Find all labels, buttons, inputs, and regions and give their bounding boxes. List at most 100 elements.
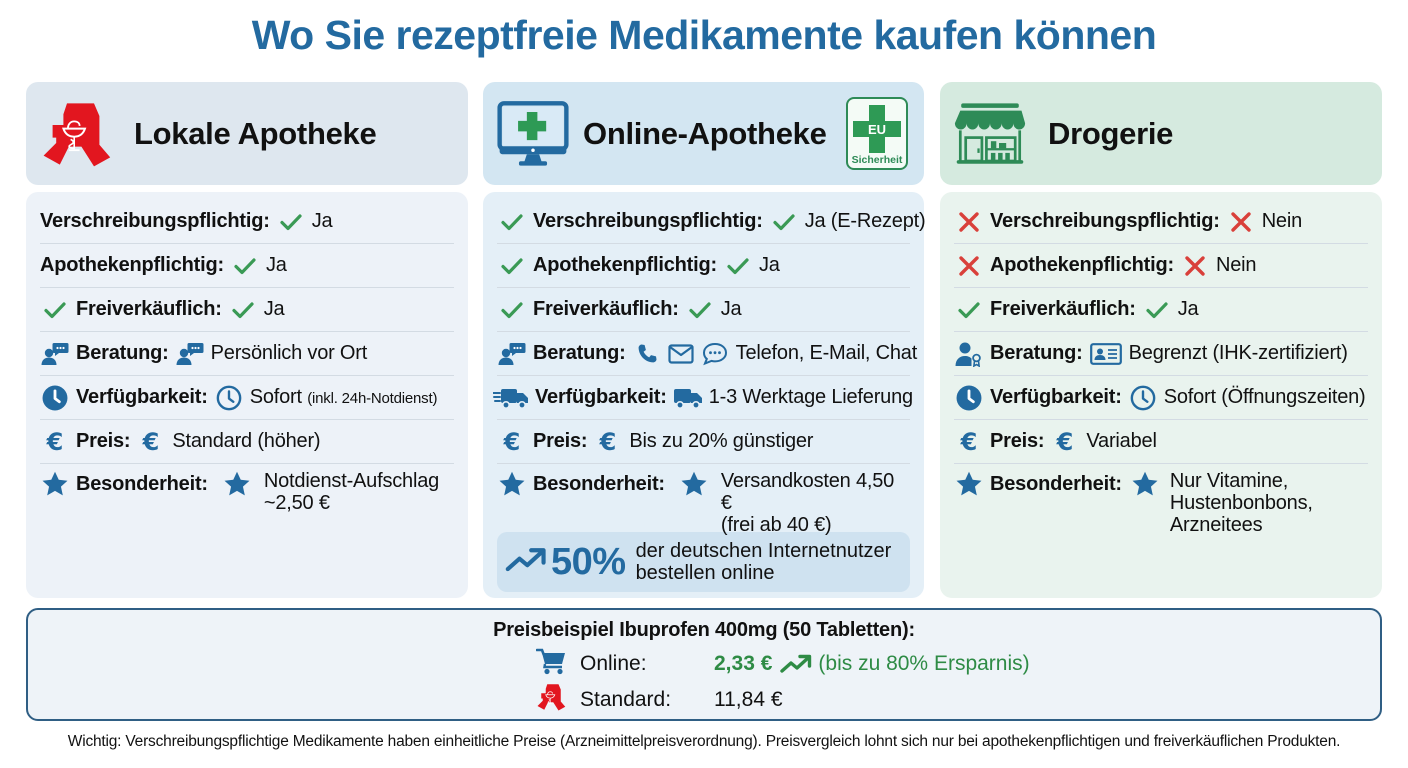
row-verfuegbarkeit: Verfügbarkeit: Sofort (inkl. 24h-Notdien…: [40, 376, 454, 420]
storefront-icon: [954, 94, 1026, 174]
price-value-standard: 11,84 €: [714, 688, 783, 711]
row-label: Verschreibungspflichtig:: [990, 210, 1220, 232]
trend-up-icon: [505, 547, 547, 578]
eu-badge-label: EU: [868, 122, 886, 137]
column-online-apotheke: Online-Apotheke EU Sicherheit Verschreib…: [483, 82, 926, 598]
id-card-icon: [1089, 340, 1123, 368]
stat-text: der deutschen Internetnutzer bestellen o…: [636, 540, 892, 584]
row-value-line: Versandkosten 4,50 €: [720, 470, 895, 514]
row-value: Bis zu 20% günstiger: [629, 430, 814, 452]
truck-icon: [673, 384, 703, 412]
price-row-standard: Standard: 11,84 €: [536, 681, 783, 719]
price-label: Online:: [580, 652, 647, 675]
check-icon: [276, 208, 306, 236]
check-icon: [228, 296, 258, 324]
row-besonderheit: Besonderheit: Nur Vitamine, Hustenbonbon…: [954, 464, 1368, 536]
fast-truck-icon: [493, 384, 529, 412]
column-title: Lokale Apotheke: [134, 115, 377, 151]
row-beratung: Beratung: Persönlich vor Ort: [40, 332, 454, 376]
row-label: Preis:: [990, 430, 1045, 452]
row-value: Ja (E-Rezept): [804, 210, 926, 232]
euro-icon: [593, 428, 623, 456]
column-body: Verschreibungspflichtig: Ja (E-Rezept) A…: [483, 192, 926, 598]
cross-icon: [1226, 208, 1256, 236]
row-label: Besonderheit:: [990, 473, 1122, 495]
check-icon: [685, 296, 715, 324]
row-label: Freiverkäuflich:: [533, 298, 679, 320]
check-icon: [954, 296, 984, 324]
check-icon: [1142, 296, 1172, 324]
row-label: Beratung:: [990, 342, 1083, 364]
row-label: Freiverkäuflich:: [76, 298, 222, 320]
check-icon: [497, 296, 527, 324]
row-beratung: Beratung: Telefon, E-Mail, Chat: [497, 332, 917, 376]
star-icon: [222, 470, 252, 498]
column-title: Online-Apotheke: [583, 115, 827, 151]
row-value: Standard (höher): [172, 430, 321, 452]
mail-icon: [666, 340, 696, 368]
cross-icon: [954, 252, 984, 280]
price-label: Standard:: [580, 688, 672, 711]
column-lokale-apotheke: Lokale Apotheke Verschreibungspflichtig:…: [26, 82, 468, 598]
row-label: Besonderheit:: [76, 473, 208, 495]
row-value: Ja: [265, 254, 287, 276]
star-icon: [40, 470, 70, 498]
consult-person-icon: [497, 340, 527, 368]
eu-badge-caption: Sicherheit: [851, 154, 903, 166]
row-label: Beratung:: [76, 342, 169, 364]
row-label: Preis:: [533, 430, 588, 452]
check-icon: [723, 252, 753, 280]
row-label: Beratung:: [533, 342, 626, 364]
check-icon: [230, 252, 260, 280]
euro-icon: [40, 428, 70, 456]
certified-person-icon: [954, 340, 984, 368]
column-body: Verschreibungspflichtig: Ja Apothekenpfl…: [26, 192, 468, 598]
row-besonderheit: Besonderheit: Notdienst-Aufschlag ~2,50 …: [40, 464, 454, 514]
row-preis: Preis: Bis zu 20% günstiger: [497, 420, 910, 464]
row-label: Apothekenpflichtig:: [40, 254, 224, 276]
row-value: Variabel: [1086, 430, 1157, 452]
row-apothekenpflichtig: Apothekenpflichtig: Nein: [954, 244, 1368, 288]
clock-filled-icon: [40, 384, 70, 412]
check-icon: [769, 208, 799, 236]
row-value-line: (frei ab 40 €): [720, 514, 832, 536]
row-value: Ja: [263, 298, 285, 320]
row-verschreibungspflichtig: Verschreibungspflichtig: Ja (E-Rezept): [497, 200, 926, 244]
column-title: Drogerie: [1048, 115, 1174, 151]
row-freiverkaeuflich: Freiverkäuflich: Ja: [40, 288, 454, 332]
monitor-cross-icon: [497, 94, 569, 174]
row-value: Nein: [1261, 210, 1303, 232]
trend-up-icon: [780, 654, 812, 674]
stat-line: der deutschen Internetnutzer: [635, 540, 892, 562]
check-icon: [40, 296, 70, 324]
clock-outline-icon: [1128, 384, 1158, 412]
row-apothekenpflichtig: Apothekenpflichtig: Ja: [40, 244, 454, 288]
apotheke-a-icon: [40, 94, 112, 174]
row-value-line: Arzneitees: [1169, 514, 1263, 536]
stat-percent: 50%: [551, 540, 626, 583]
price-example-title: Preisbeispiel Ibuprofen 400mg (50 Tablet…: [493, 619, 915, 641]
row-value: 1-3 Werktage Lieferung: [708, 386, 913, 408]
row-label: Preis:: [76, 430, 131, 452]
row-beratung: Beratung: Begrenzt (IHK-zertifiziert): [954, 332, 1368, 376]
column-body: Verschreibungspflichtig: Nein Apothekenp…: [940, 192, 1382, 598]
row-label: Verfügbarkeit:: [535, 386, 667, 408]
price-row-online: Online: 2,33 € (bis zu 80% Ersparnis): [536, 647, 1030, 681]
row-value: Nur Vitamine, Hustenbonbons, Arzneitees: [1170, 470, 1313, 536]
row-value: Ja: [311, 210, 333, 232]
row-value-line: Hustenbonbons,: [1169, 492, 1313, 514]
row-value-main: Sofort: [249, 386, 302, 408]
row-label: Apothekenpflichtig:: [990, 254, 1174, 276]
euro-icon: [954, 428, 984, 456]
row-value-note: (inkl. 24h-Notdienst): [307, 390, 438, 407]
row-value-line: Notdienst-Aufschlag: [263, 470, 440, 492]
check-icon: [497, 252, 527, 280]
row-apothekenpflichtig: Apothekenpflichtig: Ja: [497, 244, 910, 288]
row-value: Ja: [720, 298, 742, 320]
column-header: Online-Apotheke EU Sicherheit: [483, 82, 924, 185]
footnote: Wichtig: Verschreibungspflichtige Medika…: [67, 733, 1341, 750]
row-label: Freiverkäuflich:: [990, 298, 1136, 320]
euro-icon: [1050, 428, 1080, 456]
clock-outline-icon: [214, 384, 244, 412]
star-icon: [1130, 470, 1160, 498]
